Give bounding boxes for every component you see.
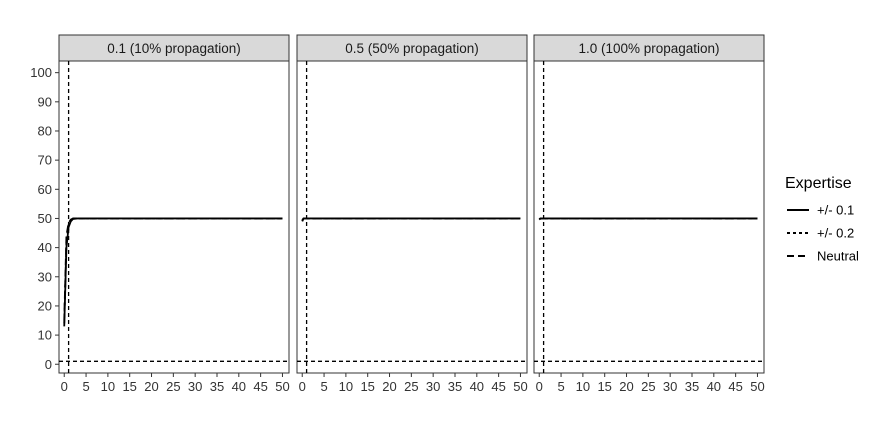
x-tick-label: 10: [101, 379, 115, 394]
facet-strip-label: 0.5 (50% propagation): [345, 41, 479, 56]
x-tick-label: 45: [728, 379, 742, 394]
y-tick-label: 0: [45, 357, 52, 372]
x-tick-label: 35: [685, 379, 699, 394]
x-tick-label: 25: [404, 379, 418, 394]
x-tick-label: 0: [299, 379, 306, 394]
x-tick-label: 30: [426, 379, 440, 394]
x-tick-label: 0: [61, 379, 68, 394]
x-tick-label: 15: [122, 379, 136, 394]
x-tick-label: 35: [210, 379, 224, 394]
facet-strip: [533, 34, 765, 62]
x-tick-label: 40: [707, 379, 721, 394]
x-tick-label: 25: [166, 379, 180, 394]
x-tick-label: 40: [470, 379, 484, 394]
x-tick-label: 45: [491, 379, 505, 394]
facet-strip: [58, 34, 290, 62]
x-tick-label: 5: [82, 379, 89, 394]
x-tick-label: 50: [750, 379, 764, 394]
x-tick-label: 0: [536, 379, 543, 394]
x-tick-label: 20: [382, 379, 396, 394]
y-tick-label: 60: [38, 182, 52, 197]
x-tick-label: 10: [339, 379, 353, 394]
x-tick-label: 35: [448, 379, 462, 394]
y-tick-label: 10: [38, 328, 52, 343]
facet-strip-label: 1.0 (100% propagation): [578, 41, 719, 56]
legend-label: +/- 0.1: [817, 203, 854, 218]
x-tick-label: 20: [619, 379, 633, 394]
x-tick-label: 25: [641, 379, 655, 394]
series-line: [301, 217, 521, 221]
facet-strip-label: 0.1 (10% propagation): [107, 41, 241, 56]
legend-title: Expertise: [785, 175, 852, 192]
x-tick-label: 10: [576, 379, 590, 394]
x-tick-label: 5: [320, 379, 327, 394]
legend-label: Neutral: [817, 249, 859, 264]
facet-strip: [296, 34, 528, 62]
x-tick-label: 30: [188, 379, 202, 394]
series-line: [538, 217, 758, 220]
x-tick-label: 20: [144, 379, 158, 394]
x-tick-label: 45: [253, 379, 267, 394]
facet-panel: [533, 60, 765, 374]
x-tick-label: 15: [597, 379, 611, 394]
x-tick-label: 50: [275, 379, 289, 394]
x-tick-label: 15: [360, 379, 374, 394]
x-tick-label: 30: [663, 379, 677, 394]
y-tick-label: 80: [38, 123, 52, 138]
legend-label: +/- 0.2: [817, 226, 854, 241]
x-tick-label: 5: [557, 379, 564, 394]
y-tick-label: 100: [30, 65, 52, 80]
facet-panel: [296, 60, 528, 374]
facet-panel: [58, 60, 290, 374]
y-tick-label: 30: [38, 269, 52, 284]
series-line: [63, 217, 283, 321]
x-tick-label: 40: [232, 379, 246, 394]
y-tick-label: 70: [38, 153, 52, 168]
y-tick-label: 40: [38, 240, 52, 255]
y-tick-label: 90: [38, 94, 52, 109]
y-tick-label: 50: [38, 211, 52, 226]
x-tick-label: 50: [513, 379, 527, 394]
y-tick-label: 20: [38, 298, 52, 313]
